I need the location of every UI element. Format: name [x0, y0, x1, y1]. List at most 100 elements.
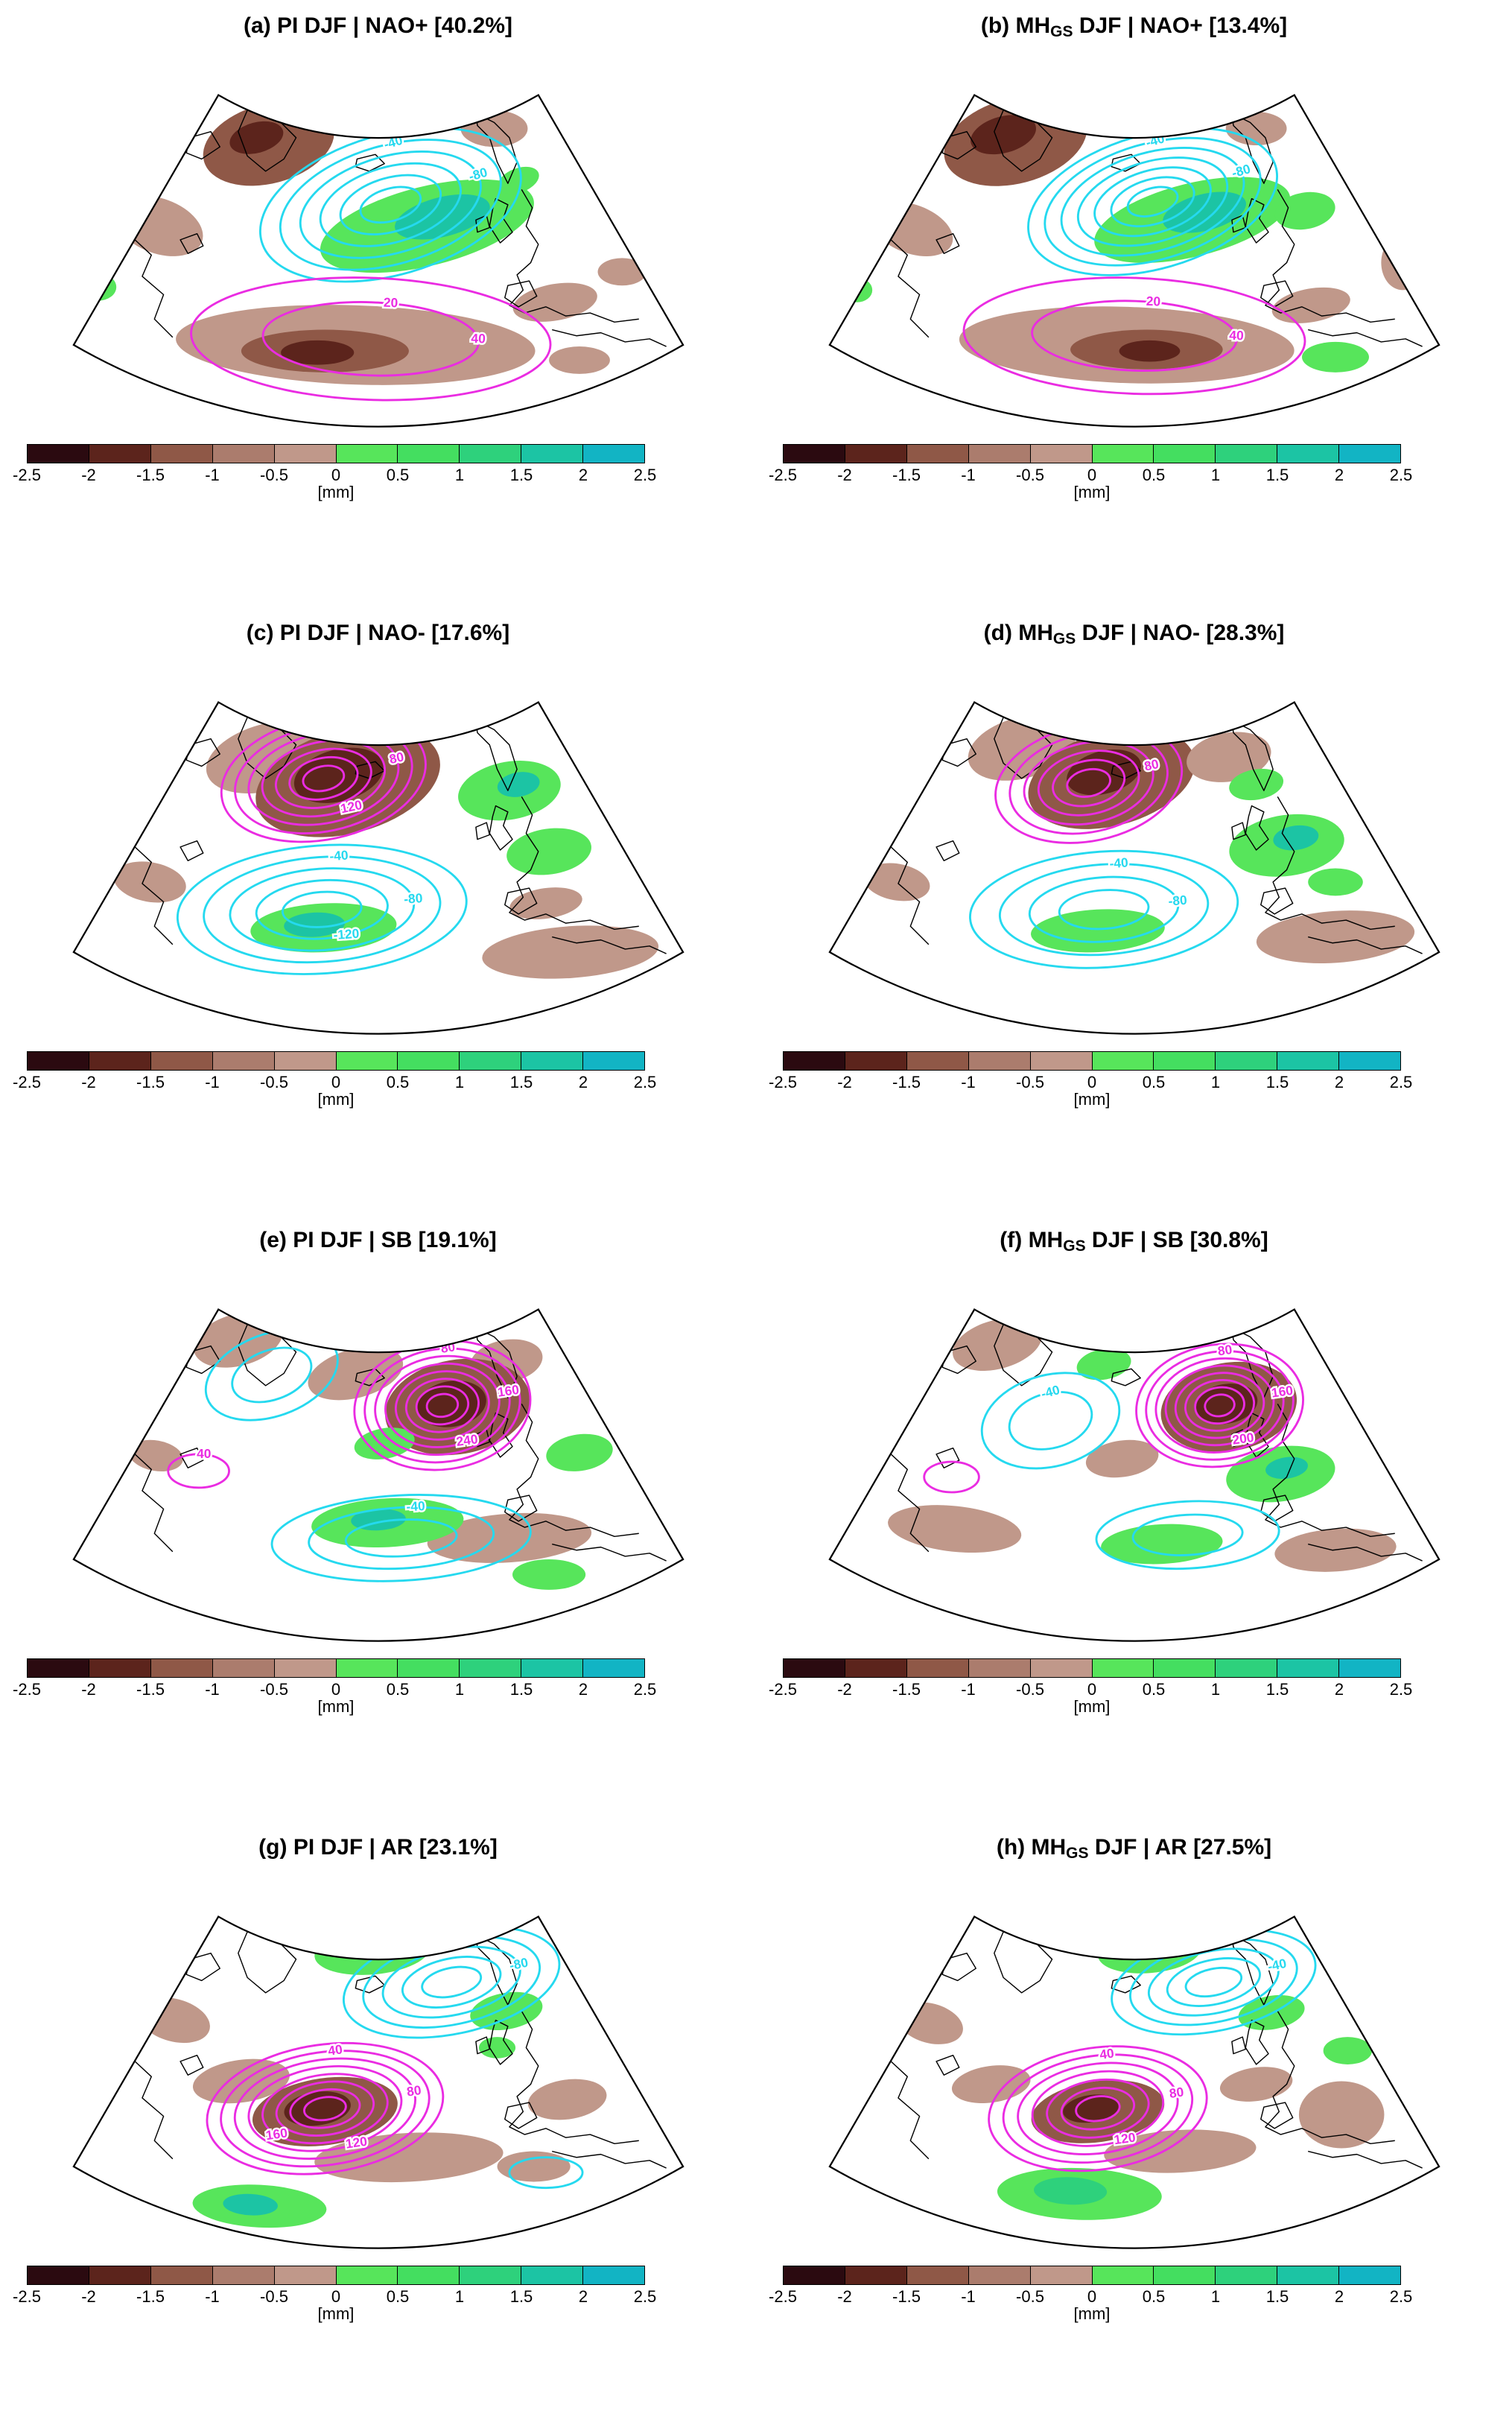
- contour-line: [1051, 758, 1125, 808]
- anomaly-region: [545, 1433, 613, 1471]
- contour-line: [339, 174, 442, 235]
- anomaly-region: [481, 925, 658, 979]
- contour-label: 240: [455, 1431, 479, 1449]
- anomaly-region: [1186, 732, 1271, 782]
- contour-label: -80: [1167, 893, 1187, 909]
- contour-line: [1131, 1513, 1244, 1556]
- contour-line: [228, 867, 415, 952]
- anomaly-region: [1323, 2037, 1372, 2064]
- contour-set-magenta: 40 80 120 160: [206, 2040, 444, 2175]
- colorbar-segment: [1029, 2266, 1092, 2284]
- coastline: [551, 329, 667, 347]
- contour-set-magenta: 80 160 200: [1134, 1340, 1304, 1468]
- contour-line: [987, 2045, 1208, 2172]
- contour-set-cyan: [204, 1328, 339, 1421]
- colorbar-segment: [968, 1052, 1030, 1070]
- anomaly-region: [364, 1936, 410, 1958]
- anomaly-region: [469, 1991, 542, 2030]
- coastline: [1245, 2019, 1269, 2065]
- anomaly-region: [1033, 2177, 1107, 2205]
- colorbar-tick: 0: [331, 2287, 341, 2306]
- map-canvas: 40 80 -40 -80: [828, 701, 1440, 1035]
- contour-set-magenta: 40 80 120: [987, 2044, 1208, 2172]
- colorbar-segment: [1215, 2266, 1277, 2284]
- anomaly-region: [222, 2193, 278, 2216]
- coastline: [504, 280, 537, 308]
- colorbar-segment: [1153, 2266, 1216, 2284]
- contour-line: [1166, 1957, 1261, 2007]
- colorbar-segment: [150, 2266, 212, 2284]
- colorbar-segment: [88, 2266, 150, 2284]
- contour-line: [1031, 2070, 1164, 2147]
- contour-label: -80: [403, 890, 422, 907]
- contour-line: [204, 1328, 339, 1421]
- colorbar-tick: -2: [81, 1073, 96, 1091]
- colorbar-segment: [273, 445, 336, 463]
- colorbar-tick: -2.5: [769, 466, 797, 484]
- colorbar-ticks: -2.5 -2 -1.5 -1 -0.5 0 0.5 1 1.5 2 2.5: [13, 2285, 656, 2306]
- colorbar-tick: 0.5: [1142, 2287, 1166, 2306]
- colorbar-units-label: [mm]: [1073, 2304, 1111, 2323]
- colorbar-ticks: -2.5 -2 -1.5 -1 -0.5 0 0.5 1 1.5 2 2.5: [13, 1071, 656, 1091]
- coastline: [355, 761, 385, 779]
- contour-label: -40: [405, 1498, 425, 1514]
- colorbar-ticks: -2.5 -2 -1.5 -1 -0.5 0 0.5 1 1.5 2 2.5: [769, 2285, 1412, 2306]
- colorbar-segment: [582, 1052, 645, 1070]
- coastline: [508, 2011, 639, 2145]
- panel-title: (b) MHGS DJF | NAO+ [13.4%]: [756, 12, 1512, 42]
- colorbar-tick: -0.5: [260, 1680, 288, 1699]
- contour-line: [1193, 1386, 1245, 1425]
- map-canvas: 80 160 240 40 -40: [72, 1308, 684, 1642]
- contour-label: 80: [405, 2082, 422, 2099]
- coastline: [1245, 805, 1269, 851]
- colorbar-bar: [27, 1658, 645, 1678]
- contour-line: [302, 2096, 347, 2122]
- contour-label: 20: [1146, 294, 1160, 309]
- panel-title-subscript: GS: [1052, 630, 1076, 648]
- colorbar-tick: 2: [578, 466, 588, 484]
- map-panel-e: (e) PI DJF | SB [19.1%] 80 160 240 40 -40 -2…: [0, 1214, 756, 1822]
- contour-line: [1023, 740, 1154, 826]
- anomaly-region: [277, 705, 326, 730]
- colorbar-ticks: -2.5 -2 -1.5 -1 -0.5 0 0.5 1 1.5 2 2.5: [13, 463, 656, 484]
- anomaly-region: [1039, 709, 1082, 732]
- contour-line: [420, 1965, 482, 1999]
- panel-title-subscript: GS: [1050, 23, 1073, 41]
- contour-label: 80: [387, 749, 404, 767]
- anomaly-region: [1103, 2129, 1257, 2173]
- colorbar-ticks: -2.5 -2 -1.5 -1 -0.5 0 0.5 1 1.5 2 2.5: [769, 1678, 1412, 1699]
- colorbar-tick: 1.5: [1265, 2287, 1289, 2306]
- contour-line: [1134, 1343, 1304, 1468]
- colorbar-segment: [521, 1052, 583, 1070]
- colorbar-segment: [844, 1052, 906, 1070]
- colorbar-segment: [1091, 2266, 1154, 2284]
- contour-line: [189, 276, 551, 402]
- colorbar-segment: [968, 2266, 1030, 2284]
- contour-line: [1164, 1364, 1274, 1447]
- colorbar-segment: [1091, 445, 1154, 463]
- colorbar-units-label: [mm]: [1073, 483, 1111, 501]
- colorbar-segment: [784, 1659, 845, 1677]
- colorbar-ticks: -2.5 -2 -1.5 -1 -0.5 0 0.5 1 1.5 2 2.5: [13, 1678, 656, 1699]
- colorbar-tick: 0: [1087, 1073, 1097, 1091]
- anomaly-region: [863, 863, 930, 901]
- colorbar-segment: [582, 1659, 645, 1677]
- colorbar-tick: -2.5: [769, 1680, 797, 1699]
- coastline: [1111, 1368, 1141, 1386]
- colorbar-ticks: -2.5 -2 -1.5 -1 -0.5 0 0.5 1 1.5 2 2.5: [769, 1071, 1412, 1091]
- map-panel-h: (h) MHGS DJF | AR [27.5%] 40 80 120 -20 -40 …: [756, 1822, 1512, 2429]
- colorbar-tick: -1.5: [892, 1680, 921, 1699]
- contour-line: [233, 2057, 416, 2160]
- colorbar-tick: -2.5: [13, 1680, 41, 1699]
- contour-line: [507, 2156, 584, 2190]
- coastline: [489, 1412, 513, 1458]
- colorbar-tick: 2.5: [633, 1073, 657, 1091]
- map-outline: [72, 94, 684, 428]
- colorbar-segment: [397, 445, 460, 463]
- coastline: [1307, 2150, 1423, 2169]
- colorbar-segment: [582, 445, 645, 463]
- map-panel-b: (b) MHGS DJF | NAO+ [13.4%] -40 -80 20 40 -…: [756, 0, 1512, 607]
- colorbar-tick: 1.5: [1265, 1680, 1289, 1699]
